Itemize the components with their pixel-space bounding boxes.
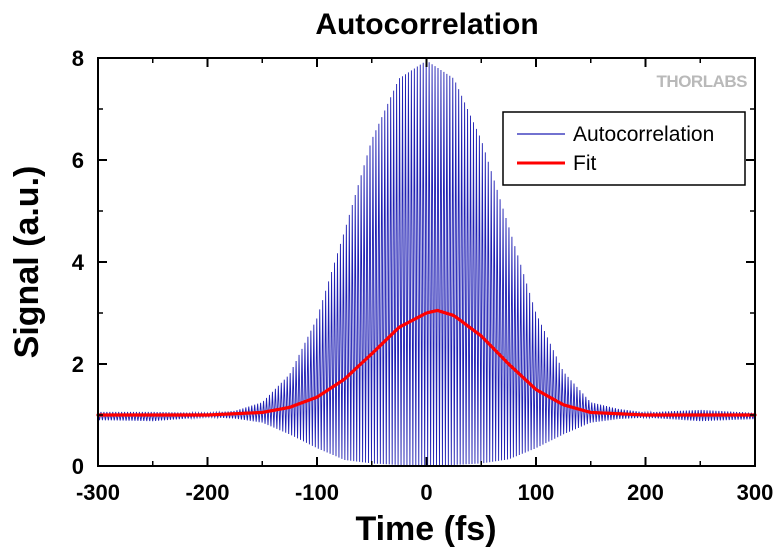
y-tick-label: 0 [72, 454, 84, 479]
legend-box [502, 111, 746, 186]
thorlabs-watermark: THORLABS [657, 72, 748, 91]
legend: Autocorrelation Fit [502, 111, 746, 186]
chart-title: Autocorrelation [315, 8, 538, 41]
x-tick-label: 0 [420, 480, 432, 505]
legend-autocorrelation-label: Autocorrelation [573, 123, 714, 146]
x-tick-label: 200 [627, 480, 664, 505]
series-fit-line [96, 308, 757, 417]
x-tick-label: 300 [737, 480, 774, 505]
y-tick-label: 8 [72, 46, 84, 71]
x-tick-label: 100 [518, 480, 555, 505]
x-tick-label: -300 [76, 480, 120, 505]
x-axis-label: Time (fs) [355, 510, 496, 548]
axis-ticks-layer: -300 -200 -100 0 100 200 300 0 2 4 6 8 [72, 46, 774, 505]
x-tick-label: -100 [295, 480, 339, 505]
y-tick-label: 6 [72, 148, 84, 173]
x-tick-label: -200 [185, 480, 229, 505]
legend-fit-label: Fit [573, 152, 596, 175]
y-tick-label: 2 [72, 352, 84, 377]
y-tick-label: 4 [72, 250, 85, 275]
y-axis-label: Signal (a.u.) [8, 166, 46, 359]
